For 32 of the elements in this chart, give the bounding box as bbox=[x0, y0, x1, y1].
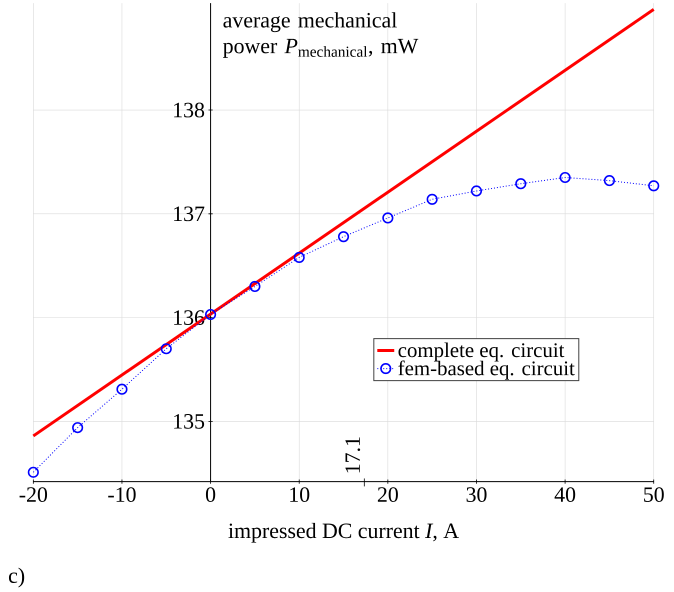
x-tick-label: -10 bbox=[108, 487, 136, 502]
point bbox=[560, 172, 571, 184]
point bbox=[28, 466, 39, 478]
point bbox=[116, 384, 128, 395]
point bbox=[249, 281, 260, 292]
text: c) bbox=[8, 568, 24, 588]
y-tick-label: 137 bbox=[174, 206, 204, 222]
y-tick-label: 135 bbox=[174, 414, 204, 429]
x-tick-label: -20 bbox=[20, 487, 48, 502]
point bbox=[382, 212, 394, 224]
point bbox=[160, 343, 172, 354]
legend-label: fem-based eq. circuit bbox=[398, 360, 575, 380]
point bbox=[426, 194, 438, 206]
point bbox=[648, 180, 660, 192]
legend-label: complete eq. circuit bbox=[398, 342, 564, 362]
point bbox=[338, 231, 350, 242]
point bbox=[294, 252, 305, 264]
y-axis-title: $\begin{array}{@{}l@{}}\text{average mechanical}\\ \text{power }\textit{P}_{\text{mechanical}}\text{, mW}\end{array}$ bbox=[223, 12, 418, 58]
y-tick-label: 138 bbox=[174, 102, 204, 118]
x-tick-label: 40 bbox=[554, 487, 576, 502]
x-tick-label: 50 bbox=[644, 487, 664, 502]
point bbox=[72, 422, 84, 434]
x-tick-label: 20 bbox=[378, 487, 398, 502]
x-tick-label: 0 bbox=[206, 487, 216, 502]
x-tick-label: 10 bbox=[290, 487, 310, 502]
x-tick-label: 30 bbox=[466, 487, 487, 502]
point bbox=[604, 175, 615, 186]
annotation: 17.1 bbox=[345, 438, 360, 473]
point bbox=[470, 186, 482, 197]
point bbox=[515, 178, 526, 190]
point bbox=[205, 309, 216, 320]
x-axis-title: impressed DC current I, A bbox=[228, 523, 459, 543]
